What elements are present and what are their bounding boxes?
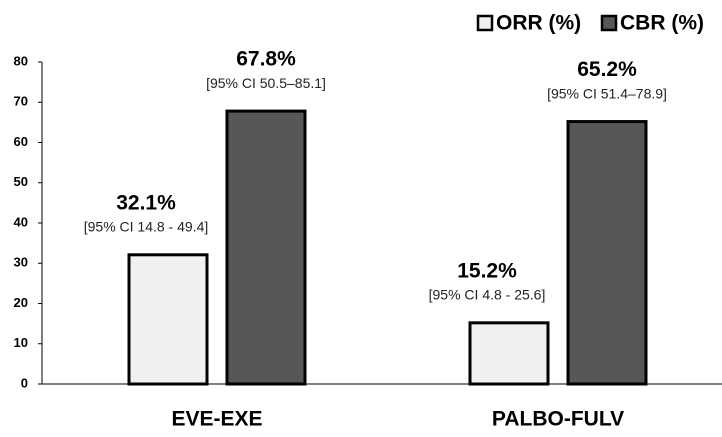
legend-swatch [600,14,618,32]
value-label: 67.8% [236,48,296,71]
value-label: 65.2% [577,58,637,81]
value-label: 15.2% [457,259,517,282]
y-tick-label: 20 [14,295,28,310]
ci-label: [95% CI 50.5–85.1] [206,75,326,91]
bar [225,109,307,386]
y-tick-label: 60 [14,134,28,149]
y-tick-label: 10 [14,335,28,350]
ci-label: [95% CI 4.8 - 25.6] [429,287,546,303]
y-tick-label: 80 [14,53,28,68]
legend-label: ORR (%) [496,12,581,35]
y-tick-label: 0 [21,375,28,390]
legend-label: CBR (%) [620,12,704,35]
ci-label: [95% CI 51.4–78.9] [547,85,667,101]
value-label: 32.1% [116,191,176,214]
y-tick-label: 30 [14,255,28,270]
bar [566,120,648,386]
bar [127,253,209,386]
ci-label: [95% CI 14.8 - 49.4] [84,219,209,235]
x-tick-label: EVE-EXE [171,408,262,431]
bar [468,321,550,386]
legend-swatch [476,14,494,32]
y-tick-label: 50 [14,174,28,189]
x-tick-label: PALBO-FULV [492,408,624,431]
y-tick-label: 40 [14,214,28,229]
y-tick-label: 70 [14,94,28,109]
